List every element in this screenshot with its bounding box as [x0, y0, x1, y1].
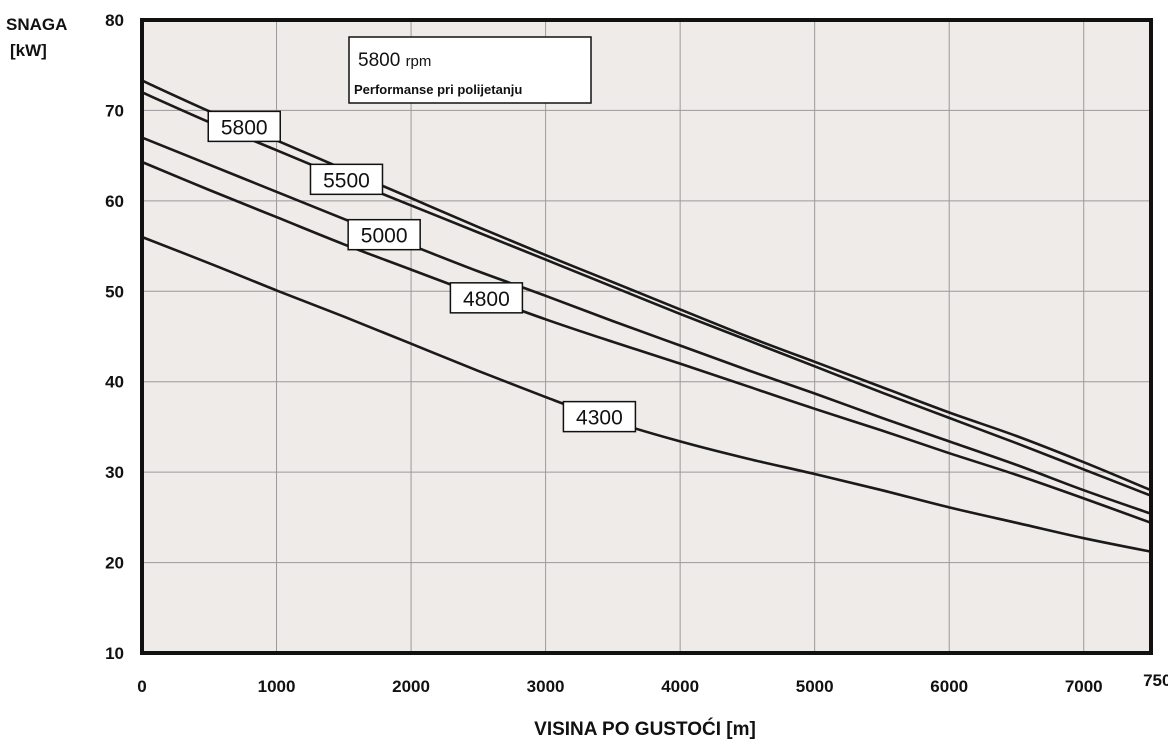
svg-text:4800: 4800 [463, 288, 510, 311]
legend-subtitle: Performanse pri polijetanju [354, 82, 522, 97]
svg-text:5000: 5000 [361, 225, 408, 248]
svg-text:5800: 5800 [221, 116, 268, 139]
x-tick-label: 7000 [1065, 677, 1103, 696]
y-tick-label: 80 [105, 11, 124, 30]
plot-background [142, 20, 1151, 653]
y-tick-labels: 10 20 30 40 50 60 70 80 [105, 11, 124, 663]
series-line-5800 [141, 79, 1152, 492]
svg-text:4300: 4300 [576, 407, 623, 430]
series-label-5500: 5500 [309, 163, 384, 196]
plot-frame [140, 18, 1153, 655]
x-tick-label: 1000 [258, 677, 296, 696]
x-tick-label: 2000 [392, 677, 430, 696]
y-tick-label: 10 [105, 644, 124, 663]
y-tick-label: 30 [105, 463, 124, 482]
series-line-4800 [141, 160, 1152, 525]
y-axis-label-line1: SNAGA [6, 15, 67, 34]
grid [142, 20, 1151, 653]
x-tick-label: 6000 [930, 677, 968, 696]
x-tick-label: 4000 [661, 677, 699, 696]
y-axis-label-line2: [kW] [10, 41, 47, 60]
series-label-5000: 5000 [347, 218, 421, 251]
curves [141, 79, 1152, 553]
series-line-5000 [141, 136, 1152, 515]
x-tick-label: 5000 [796, 677, 834, 696]
series-labels: 5800 5500 5000 4800 4300 [207, 110, 637, 433]
y-tick-label: 20 [105, 554, 124, 573]
x-tick-label: 0 [137, 677, 146, 696]
x-tick-labels: 0 1000 2000 3000 4000 5000 6000 7000 7500 [137, 671, 1168, 696]
legend-rpm-value: 5800 rpm [358, 50, 431, 71]
y-tick-label: 50 [105, 282, 124, 301]
series-label-4300: 4300 [562, 400, 637, 433]
x-tick-label: 7500 [1143, 671, 1168, 690]
y-tick-label: 60 [105, 192, 124, 211]
x-tick-label: 3000 [527, 677, 565, 696]
y-tick-label: 40 [105, 373, 124, 392]
legend-rpm-unit: rpm [406, 53, 432, 70]
legend-box: 5800 rpm Performanse pri polijetanju [348, 36, 592, 104]
series-label-4800: 4800 [449, 282, 524, 314]
y-tick-label: 70 [105, 101, 124, 120]
series-label-5800: 5800 [207, 110, 281, 143]
series-line-4300 [141, 235, 1152, 553]
svg-text:5500: 5500 [323, 169, 370, 192]
x-axis-label: VISINA PO GUSTOĆI [m] [534, 718, 756, 740]
